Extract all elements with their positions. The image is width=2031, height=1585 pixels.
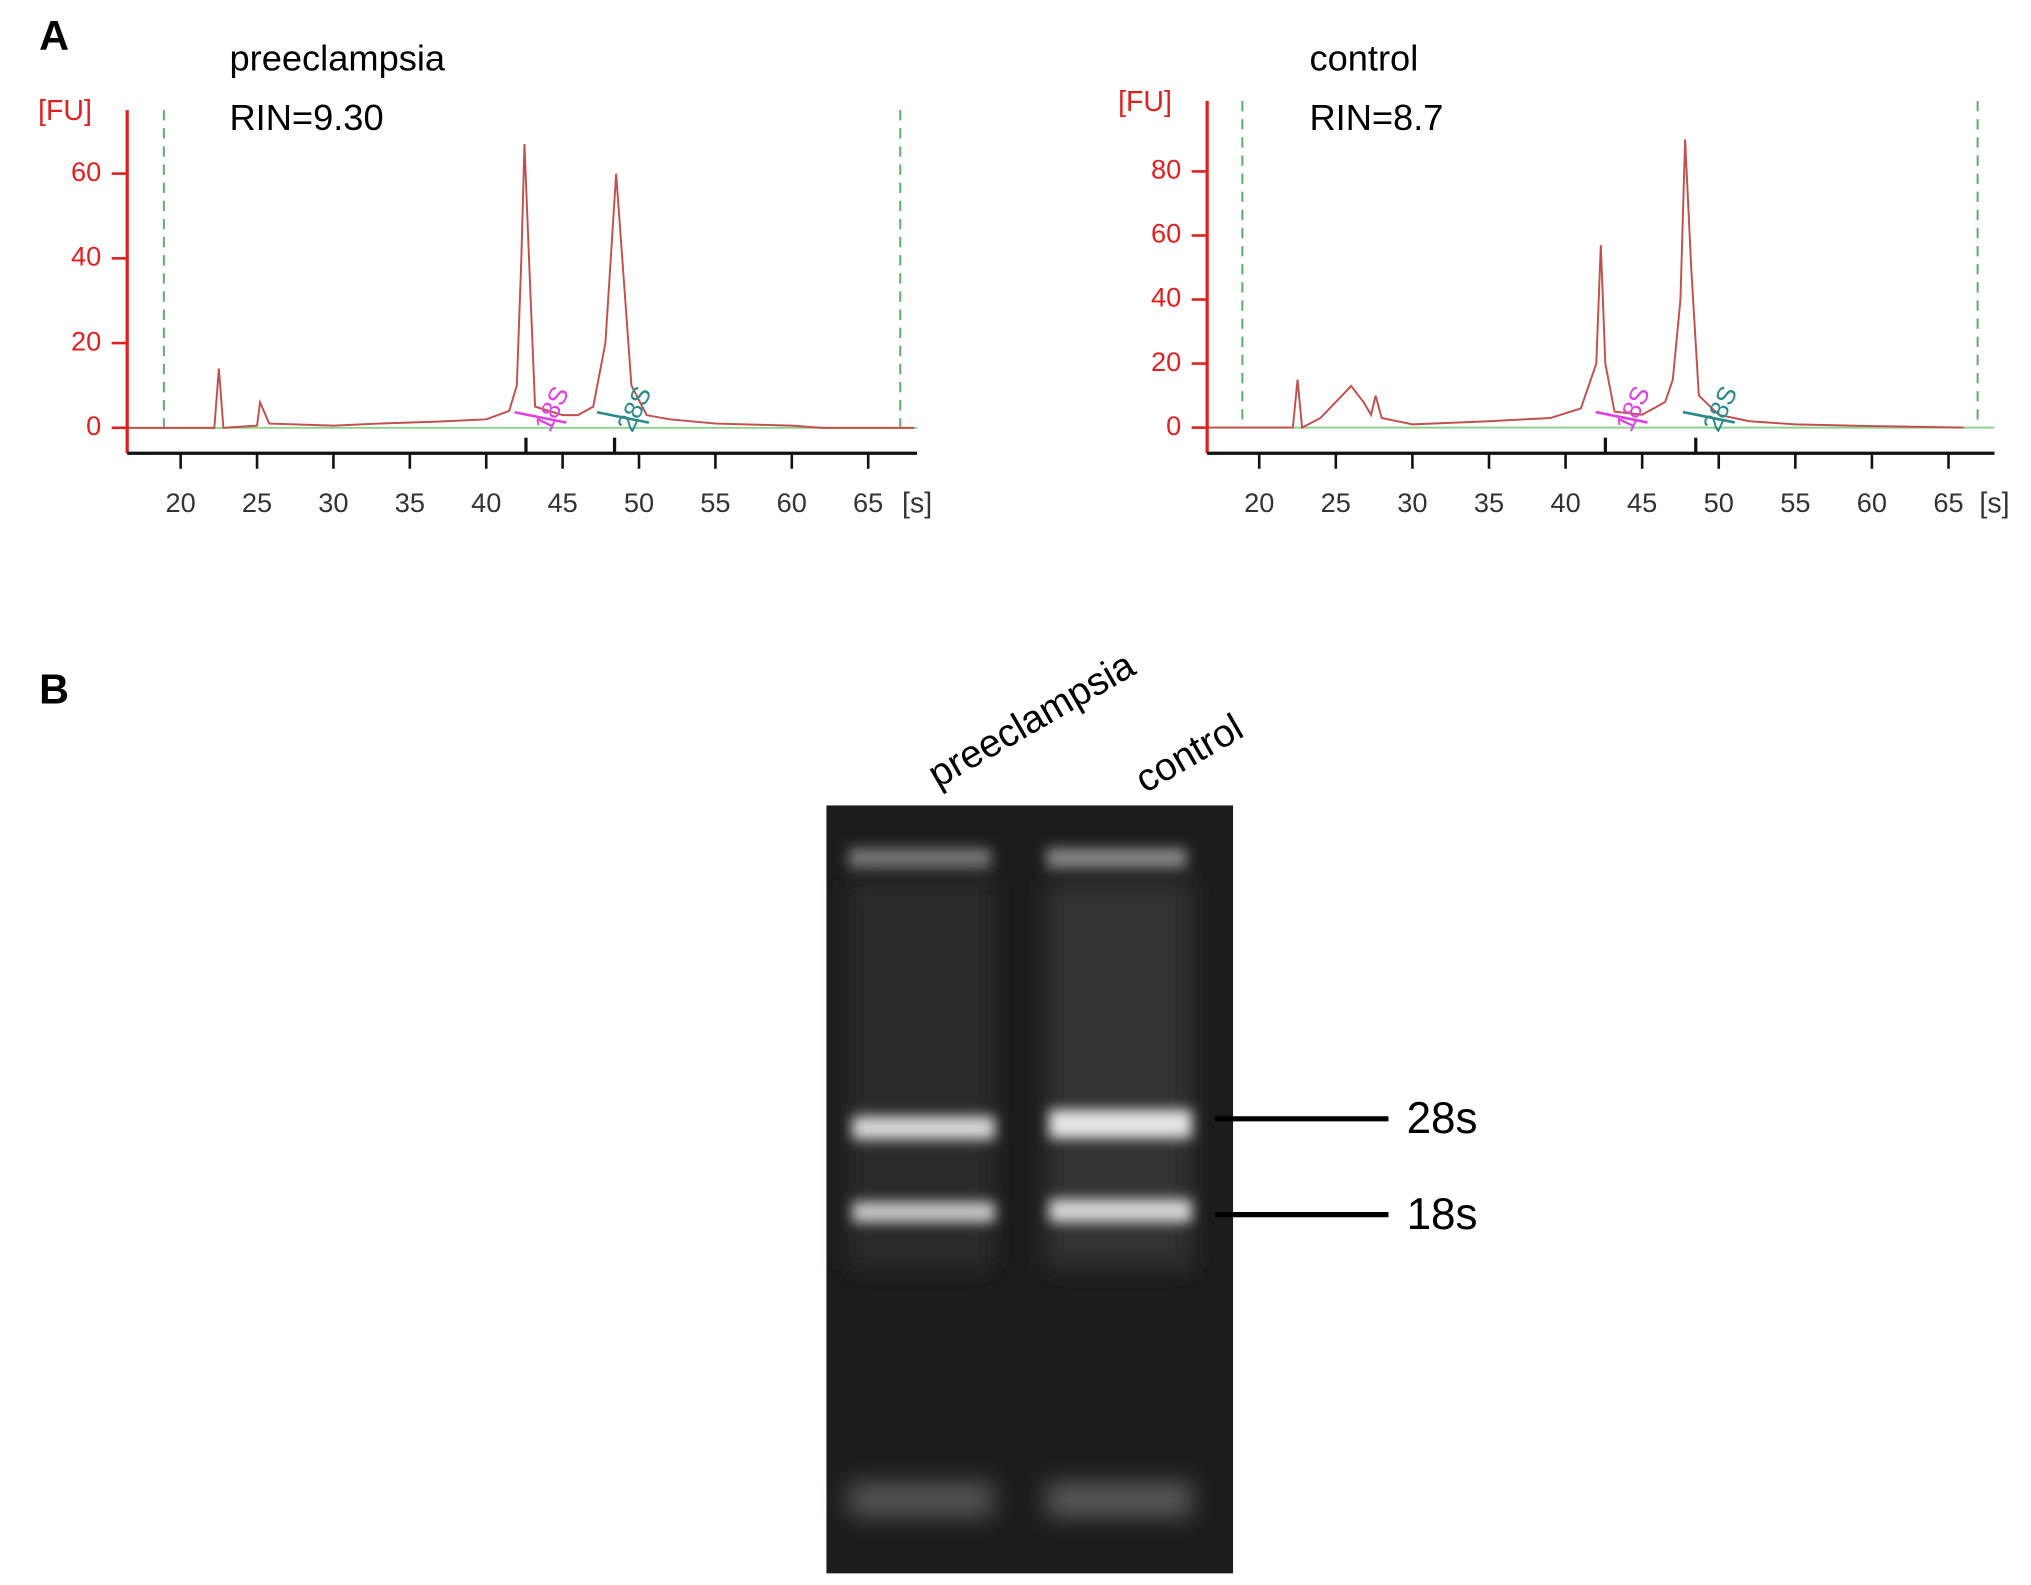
chart-subtitle: RIN=8.7 <box>1309 97 1443 138</box>
x-tick-label: 20 <box>1244 487 1274 518</box>
well <box>848 848 991 869</box>
x-tick-label: 65 <box>853 487 883 518</box>
gel-image <box>826 805 1234 1574</box>
band-label: 28s <box>1407 1094 1478 1143</box>
x-tick-label: 35 <box>395 487 425 518</box>
y-tick-label: 0 <box>86 410 101 441</box>
low-band <box>848 1482 994 1517</box>
x-tick-label: 65 <box>1933 487 1963 518</box>
low-band <box>1046 1482 1192 1517</box>
y-axis-label: [FU] <box>38 95 92 127</box>
x-tick-label: 45 <box>547 487 577 518</box>
y-tick-label: 0 <box>1166 410 1181 441</box>
y-tick-label: 60 <box>1151 218 1181 249</box>
annotation-line <box>514 410 567 424</box>
y-tick-label: 40 <box>71 241 101 272</box>
y-tick-label: 40 <box>1151 282 1181 313</box>
panel-label: A <box>39 12 69 59</box>
chart-title: preeclampsia <box>229 37 445 78</box>
x-axis-label: [s] <box>1979 488 2009 520</box>
band-18s <box>852 1201 995 1223</box>
lane-label: preeclampsia <box>921 643 1143 796</box>
band-label: 18s <box>1407 1190 1478 1239</box>
y-tick-label: 60 <box>71 156 101 187</box>
annotation-line <box>1682 410 1736 424</box>
x-tick-label: 25 <box>1321 487 1351 518</box>
annotation-line <box>1595 410 1648 424</box>
x-axis-label: [s] <box>902 488 932 520</box>
y-tick-label: 20 <box>1151 346 1181 377</box>
trace <box>1207 139 1964 430</box>
x-tick-label: 40 <box>1550 487 1580 518</box>
x-tick-label: 35 <box>1474 487 1504 518</box>
x-tick-label: 55 <box>700 487 730 518</box>
x-tick-label: 55 <box>1780 487 1810 518</box>
band-18s <box>1049 1199 1192 1223</box>
x-tick-label: 60 <box>777 487 807 518</box>
x-tick-label: 40 <box>471 487 501 518</box>
x-tick-label: 30 <box>1397 487 1427 518</box>
well <box>1046 848 1187 869</box>
lane-label: control <box>1128 706 1250 802</box>
x-tick-label: 50 <box>1704 487 1734 518</box>
x-tick-label: 50 <box>624 487 654 518</box>
x-tick-label: 60 <box>1857 487 1887 518</box>
band-28s <box>852 1116 995 1140</box>
trace <box>127 143 914 429</box>
panel-label: B <box>39 666 69 713</box>
band-28s <box>1049 1109 1192 1139</box>
x-tick-label: 20 <box>166 487 196 518</box>
chart-subtitle: RIN=9.30 <box>229 97 383 138</box>
x-tick-label: 25 <box>242 487 272 518</box>
x-tick-label: 30 <box>318 487 348 518</box>
annotation-line <box>596 410 650 424</box>
y-tick-label: 80 <box>1151 154 1181 185</box>
y-tick-label: 20 <box>71 325 101 356</box>
x-tick-label: 45 <box>1627 487 1657 518</box>
chart-title: control <box>1309 37 1418 78</box>
y-axis-label: [FU] <box>1118 86 1172 118</box>
